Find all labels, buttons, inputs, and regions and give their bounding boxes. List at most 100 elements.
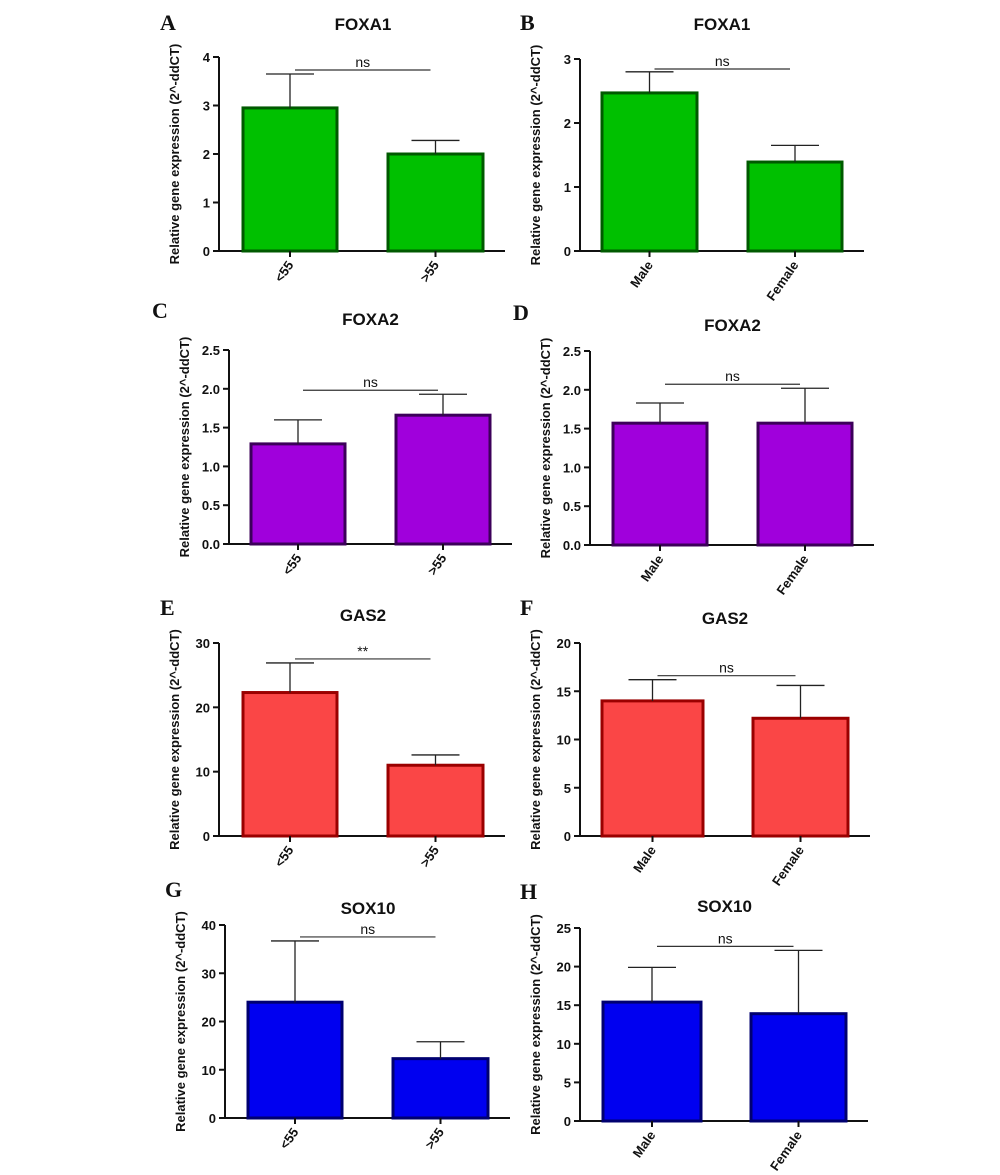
panel-g: G SOX10 Relative gene expression (2^-ddCT)… [165, 877, 510, 1152]
y-tick-label: 40 [202, 918, 216, 933]
bar-1 [391, 1057, 490, 1120]
bar-1 [394, 413, 492, 546]
panel-b: B FOXA1 Relative gene expression (2^-ddCT)… [520, 10, 864, 303]
y-tick-label: 10 [557, 1037, 571, 1052]
category-label-1: >55 [417, 843, 442, 870]
significance-label: ns [363, 374, 378, 390]
chart-title: SOX10 [341, 899, 396, 918]
bar-0 [600, 699, 705, 838]
y-tick-label: 2.0 [202, 382, 220, 397]
panel-d: D FOXA2 Relative gene expression (2^-ddCT)… [513, 300, 874, 597]
y-axis-label: Relative gene expression (2^-ddCT) [528, 629, 543, 850]
panel-letter: A [160, 10, 176, 35]
bar-0 [611, 421, 709, 547]
y-tick-label: 0 [564, 1114, 571, 1129]
y-tick-label: 2.0 [563, 383, 581, 398]
y-tick-label: 15 [557, 998, 571, 1013]
y-tick-label: 0 [564, 829, 571, 844]
y-tick-label: 0.5 [563, 499, 581, 514]
category-label-0: <55 [280, 551, 305, 578]
bar-1 [386, 763, 485, 838]
y-tick-label: 0.5 [202, 498, 220, 513]
significance-label: ** [357, 643, 368, 659]
panel-letter: G [165, 877, 182, 902]
chart-title: FOXA2 [704, 316, 761, 335]
category-label-0: Male [630, 1128, 659, 1160]
category-label-1: >55 [425, 551, 450, 578]
panel-letter: C [152, 298, 168, 323]
y-tick-label: 0 [203, 244, 210, 259]
panel-letter: E [160, 595, 175, 620]
y-tick-label: 2 [564, 116, 571, 131]
panel-h: H SOX10 Relative gene expression (2^-ddCT)… [520, 879, 868, 1173]
significance-label: ns [725, 368, 740, 384]
bar-1 [751, 716, 850, 838]
significance-label: ns [719, 660, 734, 676]
chart-title: FOXA1 [694, 15, 751, 34]
panel-letter: F [520, 595, 533, 620]
y-tick-label: 2.5 [202, 343, 220, 358]
y-axis-label: Relative gene expression (2^-ddCT) [173, 911, 188, 1132]
category-label-0: Male [630, 843, 659, 875]
panel-letter: B [520, 10, 535, 35]
y-tick-label: 0 [564, 244, 571, 259]
bar-1 [756, 421, 854, 547]
category-label-1: Female [763, 258, 801, 303]
significance-label: ns [718, 930, 733, 946]
category-label-1: >55 [417, 258, 442, 285]
y-tick-label: 2 [203, 147, 210, 162]
y-tick-label: 0.0 [563, 538, 581, 553]
significance-label: ns [715, 53, 730, 69]
y-tick-label: 25 [557, 921, 571, 936]
y-tick-label: 5 [564, 1075, 571, 1090]
bar-0 [601, 1000, 703, 1123]
y-tick-label: 1.5 [563, 422, 581, 437]
y-axis-label: Relative gene expression (2^-ddCT) [167, 629, 182, 850]
y-tick-label: 1.0 [563, 460, 581, 475]
chart-title: GAS2 [340, 606, 386, 625]
category-label-1: Female [767, 1128, 805, 1173]
panel-c: C FOXA2 Relative gene expression (2^-ddCT)… [152, 298, 512, 578]
y-axis-label: Relative gene expression (2^-ddCT) [538, 338, 553, 559]
y-tick-label: 4 [203, 50, 211, 65]
category-label-0: Male [638, 552, 667, 584]
panel-e: E GAS2 Relative gene expression (2^-ddCT) 0… [160, 595, 505, 870]
y-tick-label: 10 [202, 1063, 216, 1078]
y-tick-label: 10 [557, 733, 571, 748]
y-tick-label: 5 [564, 781, 571, 796]
category-label-0: Male [627, 258, 656, 290]
bar-0 [241, 691, 339, 838]
significance-label: ns [360, 921, 375, 937]
y-tick-label: 10 [196, 765, 210, 780]
y-tick-label: 20 [557, 636, 571, 651]
y-tick-label: 15 [557, 684, 571, 699]
category-label-0: <55 [277, 1125, 302, 1152]
bar-0 [600, 91, 699, 253]
y-tick-label: 30 [202, 966, 216, 981]
y-tick-label: 0 [209, 1111, 216, 1126]
panel-letter: D [513, 300, 529, 325]
y-tick-label: 1.0 [202, 459, 220, 474]
bar-1 [749, 1012, 848, 1123]
y-tick-label: 3 [564, 52, 571, 67]
y-axis-label: Relative gene expression (2^-ddCT) [177, 337, 192, 558]
y-axis-label: Relative gene expression (2^-ddCT) [528, 45, 543, 266]
y-tick-label: 3 [203, 99, 210, 114]
y-tick-label: 0 [203, 829, 210, 844]
category-label-0: <55 [272, 843, 297, 870]
y-tick-label: 20 [202, 1015, 216, 1030]
y-axis-label: Relative gene expression (2^-ddCT) [528, 914, 543, 1135]
y-tick-label: 1.5 [202, 421, 220, 436]
chart-title: SOX10 [697, 897, 752, 916]
significance-label: ns [355, 54, 370, 70]
y-axis-label: Relative gene expression (2^-ddCT) [167, 44, 182, 265]
category-label-0: <55 [272, 258, 297, 285]
y-tick-label: 2.5 [563, 344, 581, 359]
y-tick-label: 20 [557, 960, 571, 975]
chart-title: FOXA1 [335, 15, 392, 34]
chart-title: GAS2 [702, 609, 748, 628]
bar-1 [386, 152, 485, 253]
y-tick-label: 0.0 [202, 537, 220, 552]
panel-letter: H [520, 879, 537, 904]
